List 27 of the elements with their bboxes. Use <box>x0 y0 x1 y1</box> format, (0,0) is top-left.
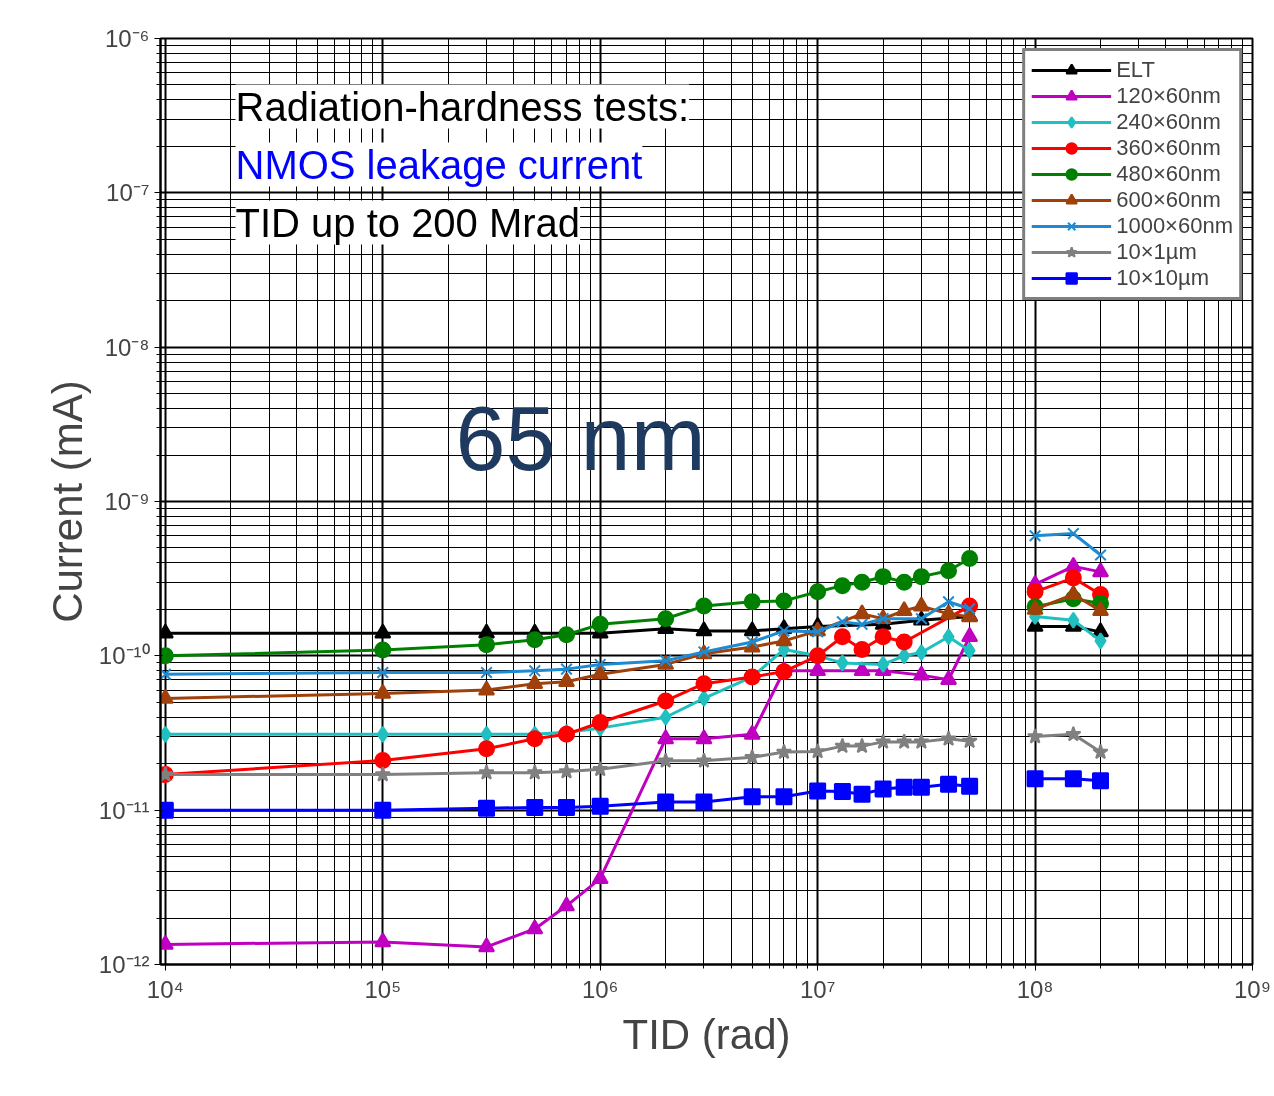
x-tick-label: 10⁶ <box>581 975 619 1003</box>
y-axis-title: Current (mA) <box>43 380 91 623</box>
x-tick-label: 10⁸ <box>1016 975 1054 1003</box>
x-tick-label: 10⁷ <box>799 975 836 1003</box>
x-tick-label: 10⁹ <box>1234 975 1271 1003</box>
legend-label: 120×60nm <box>1116 83 1221 109</box>
annotation: TID up to 200 Mrad <box>235 200 581 245</box>
x-tick-label: 10⁴ <box>146 975 184 1003</box>
y-tick-label: 10⁻¹¹ <box>98 796 150 824</box>
y-tick-label: 10⁻⁹ <box>104 488 150 515</box>
legend-label: 240×60nm <box>1116 109 1221 135</box>
legend-label: 360×60nm <box>1116 135 1221 161</box>
annotation: NMOS leakage current <box>235 142 643 187</box>
legend-label: 10×1µm <box>1116 239 1197 265</box>
legend-label: 480×60nm <box>1116 161 1221 187</box>
legend-label: 10×10µm <box>1116 265 1209 291</box>
y-tick-label: 10⁻⁷ <box>106 179 150 207</box>
y-tick-label: 10⁻¹⁰ <box>98 642 150 670</box>
legend-label: ELT <box>1116 57 1155 83</box>
annotation: Radiation-hardness tests: <box>235 84 690 129</box>
x-axis-title: TID (rad) <box>622 1010 791 1058</box>
y-tick-label: 10⁻⁶ <box>104 25 150 52</box>
y-tick-label: 10⁻¹² <box>98 951 150 978</box>
legend-label: 1000×60nm <box>1116 213 1233 239</box>
y-tick-label: 10⁻⁸ <box>104 333 150 361</box>
x-tick-label: 10⁵ <box>364 975 402 1003</box>
legend-label: 600×60nm <box>1116 187 1221 213</box>
